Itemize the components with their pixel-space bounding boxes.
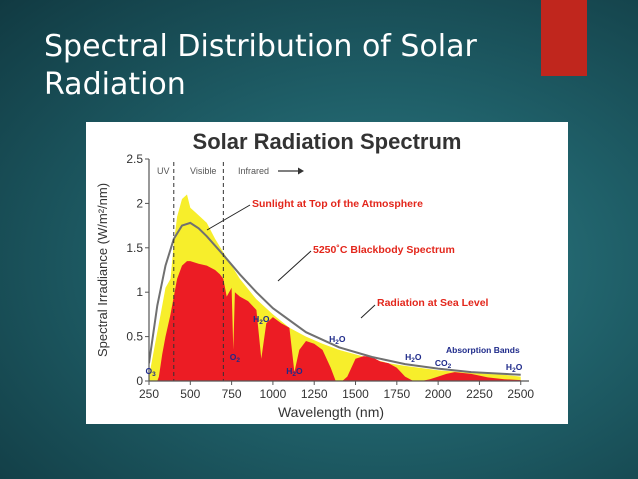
region-label-visible: Visible	[190, 166, 216, 176]
absorption-label: H2O	[329, 334, 346, 346]
x-tick-label: 1750	[383, 387, 410, 401]
pointer-blackbody	[277, 250, 312, 282]
x-axis-label: Wavelength (nm)	[278, 404, 384, 420]
annotation-absorption-bands: Absorption Bands	[446, 345, 520, 355]
ticks: 0 0.5 1 1.5 2 2.5 250 500 750 1000 1250 1500 1750 200…	[126, 152, 534, 401]
region-label-infrared: Infrared	[238, 166, 269, 176]
x-tick-label: 1500	[342, 387, 369, 401]
pointer-sea-level	[360, 304, 376, 319]
y-tick-label: 1.5	[126, 241, 143, 255]
y-tick-label: 0	[136, 374, 143, 388]
annotation-top-atmosphere: Sunlight at Top of the Atmosphere	[252, 198, 423, 210]
x-tick-label: 2500	[507, 387, 534, 401]
x-tick-label: 1000	[260, 387, 287, 401]
x-tick-label: 750	[222, 387, 242, 401]
series-5250-c-blackbody-spectrum	[149, 221, 521, 376]
absorption-label: H2O	[286, 366, 303, 378]
chart-title: Solar Radiation Spectrum	[193, 129, 462, 154]
x-tick-label: 250	[139, 387, 159, 401]
x-tick-label: 1250	[301, 387, 328, 401]
chart-panel: Solar Radiation Spectrum 0 0.5 1 1.5 2 2.5 250…	[86, 122, 568, 424]
absorption-label: O2	[230, 352, 241, 364]
absorption-label: H2O	[405, 352, 422, 364]
absorption-label: O3	[146, 366, 157, 378]
y-axis-label: Spectral Irradiance (W/m²/nm)	[95, 183, 110, 357]
y-tick-label: 1	[136, 285, 143, 299]
infrared-arrow-icon	[278, 167, 304, 175]
absorption-label: H2O	[253, 314, 270, 326]
solar-spectrum-chart: Solar Radiation Spectrum 0 0.5 1 1.5 2 2.5 250…	[95, 129, 534, 420]
region-label-uv: UV	[157, 166, 170, 176]
region-dividers	[173, 162, 224, 381]
annotation-blackbody: 5250˚C Blackbody Spectrum	[313, 244, 455, 256]
series-radiation-at-sea-level	[149, 261, 521, 381]
x-tick-label: 500	[180, 387, 200, 401]
annotation-sea-level: Radiation at Sea Level	[377, 297, 489, 309]
x-tick-label: 2000	[425, 387, 452, 401]
absorption-label: CO2	[435, 358, 452, 370]
absorption-labels: O3 O2 H2O H2O H2O H2O CO2 H2O	[146, 314, 523, 378]
y-tick-label: 2.5	[126, 152, 143, 166]
pointer-top-atmosphere	[206, 204, 251, 231]
accent-bar	[541, 0, 587, 76]
absorption-label: H2O	[506, 362, 523, 374]
x-tick-label: 2250	[466, 387, 493, 401]
slide-title: Spectral Distribution of Solar Radiation	[44, 29, 477, 102]
y-tick-label: 2	[136, 196, 143, 210]
series-areas	[149, 194, 521, 381]
axes	[148, 159, 529, 382]
y-tick-label: 0.5	[126, 330, 143, 344]
